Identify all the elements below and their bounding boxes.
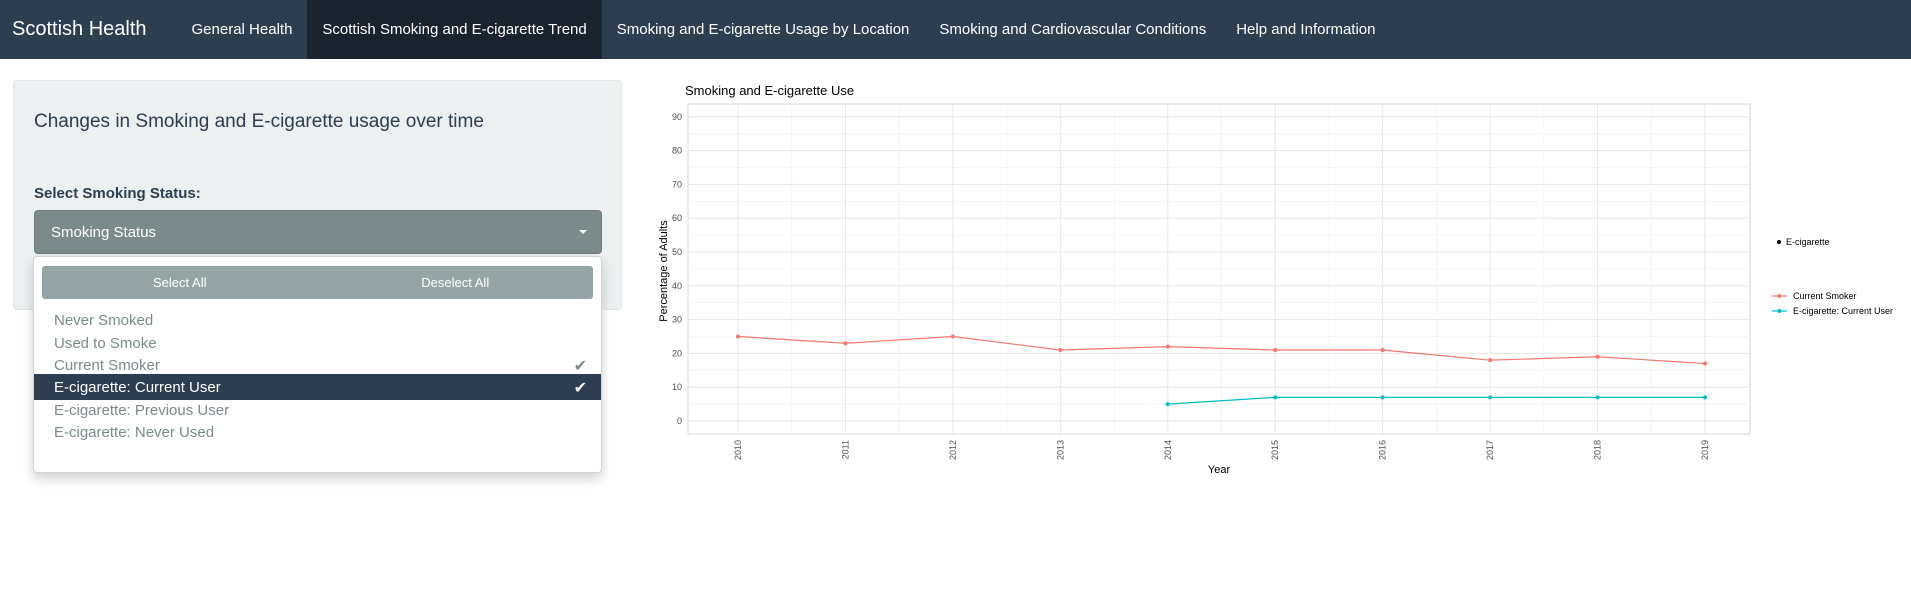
x-axis-label: Year bbox=[1208, 464, 1231, 476]
select-button-label: Smoking Status bbox=[51, 223, 157, 241]
navbar: Scottish Health General Health Scottish … bbox=[0, 0, 1911, 59]
y-tick-label: 80 bbox=[672, 146, 682, 156]
select-all-button[interactable]: Select All bbox=[153, 275, 207, 290]
x-tick-label: 2016 bbox=[1378, 440, 1388, 460]
tab-help[interactable]: Help and Information bbox=[1236, 21, 1376, 38]
x-tick-label: 2017 bbox=[1485, 440, 1495, 460]
data-point bbox=[736, 334, 740, 339]
option-used-to-smoke[interactable]: Used to Smoke bbox=[34, 330, 601, 356]
trend-chart: Smoking and E-cigarette Use Year Percent… bbox=[650, 76, 1911, 486]
x-tick-label: 2014 bbox=[1163, 440, 1173, 460]
chart-title: Smoking and E-cigarette Use bbox=[685, 83, 854, 98]
legend-label: Current Smoker bbox=[1793, 291, 1857, 301]
data-point bbox=[1058, 348, 1063, 353]
data-point bbox=[1595, 354, 1600, 359]
data-point bbox=[1488, 395, 1493, 400]
y-tick-label: 70 bbox=[672, 179, 682, 189]
data-point bbox=[1488, 358, 1493, 363]
option-ecig-previous-user[interactable]: E-cigarette: Previous User bbox=[34, 397, 601, 423]
smoking-status-select[interactable]: Smoking Status bbox=[34, 210, 602, 254]
option-current-smoker[interactable]: Current Smoker ✔ bbox=[34, 352, 601, 378]
x-tick-label: 2019 bbox=[1700, 440, 1710, 460]
caret-down-icon bbox=[579, 230, 587, 234]
option-label: Current Smoker bbox=[54, 356, 160, 374]
legend-key-point bbox=[1777, 294, 1782, 298]
data-point bbox=[1595, 395, 1600, 400]
y-tick-label: 0 bbox=[677, 416, 682, 426]
check-icon: ✔ bbox=[573, 380, 587, 397]
data-point bbox=[1380, 395, 1385, 400]
plot-area: 0 10 20 30 40 50 60 70 80 90 2010 2011 2012 2013 2014 2… bbox=[672, 103, 1751, 460]
select-label: Select Smoking Status: bbox=[34, 185, 201, 202]
data-point bbox=[1380, 348, 1385, 353]
data-point bbox=[1273, 348, 1278, 353]
panel-title: Changes in Smoking and E-cigarette usage… bbox=[34, 111, 484, 132]
y-tick-label: 50 bbox=[672, 247, 682, 257]
smoking-status-dropdown: Select All Deselect All Never Smoked Use… bbox=[33, 256, 602, 473]
check-icon: ✔ bbox=[573, 358, 587, 375]
x-tick-label: 2018 bbox=[1593, 440, 1603, 460]
legend-key-dot bbox=[1777, 240, 1781, 244]
line-chart-svg: Smoking and E-cigarette Use Year Percent… bbox=[658, 83, 1893, 476]
series-line bbox=[737, 335, 1706, 365]
legend-label: E-cigarette: Current User bbox=[1793, 306, 1893, 316]
data-point bbox=[1165, 402, 1170, 407]
data-point bbox=[950, 334, 955, 339]
data-point bbox=[1273, 395, 1278, 400]
option-ecig-never-used[interactable]: E-cigarette: Never Used bbox=[34, 419, 601, 445]
y-tick-label: 10 bbox=[672, 382, 682, 392]
y-tick-label: 30 bbox=[672, 315, 682, 325]
legend-key-point bbox=[1777, 309, 1782, 313]
app-brand[interactable]: Scottish Health bbox=[12, 18, 147, 40]
option-label: E-cigarette: Current User bbox=[54, 378, 221, 396]
legend-title: E-cigarette bbox=[1786, 237, 1830, 247]
tab-usage-by-location[interactable]: Smoking and E-cigarette Usage by Locatio… bbox=[616, 21, 910, 38]
data-point bbox=[1703, 395, 1707, 400]
series-line bbox=[1167, 396, 1705, 405]
option-label: Never Smoked bbox=[54, 311, 154, 329]
option-ecig-current-user[interactable]: E-cigarette: Current User ✔ bbox=[34, 374, 601, 400]
y-tick-label: 20 bbox=[672, 348, 682, 358]
option-never-smoked[interactable]: Never Smoked bbox=[34, 307, 601, 333]
data-point bbox=[843, 341, 848, 346]
x-tick-label: 2010 bbox=[733, 440, 743, 460]
y-axis-label: Percentage of Adults bbox=[658, 220, 670, 322]
data-point bbox=[1165, 344, 1170, 349]
option-label: E-cigarette: Never Used bbox=[54, 423, 215, 441]
bulk-actions: Select All Deselect All bbox=[42, 266, 593, 299]
option-label: E-cigarette: Previous User bbox=[54, 401, 230, 419]
y-tick-label: 40 bbox=[672, 281, 682, 291]
tab-cardiovascular[interactable]: Smoking and Cardiovascular Conditions bbox=[939, 21, 1207, 38]
tab-smoking-trend[interactable]: Scottish Smoking and E-cigarette Trend bbox=[307, 0, 602, 59]
tab-general-health[interactable]: General Health bbox=[191, 21, 293, 38]
deselect-all-button[interactable]: Deselect All bbox=[421, 275, 490, 290]
x-tick-label: 2013 bbox=[1055, 440, 1065, 460]
x-tick-label: 2011 bbox=[840, 440, 850, 459]
y-tick-label: 90 bbox=[672, 112, 682, 122]
data-point bbox=[1703, 361, 1707, 366]
y-tick-label: 60 bbox=[672, 213, 682, 223]
x-tick-label: 2015 bbox=[1270, 440, 1280, 460]
x-tick-label: 2012 bbox=[948, 440, 958, 460]
option-label: Used to Smoke bbox=[54, 334, 157, 352]
